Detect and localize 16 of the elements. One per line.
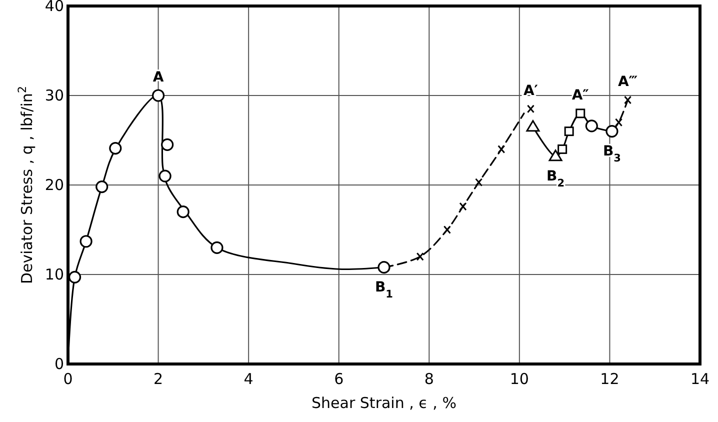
x-axis-title: Shear Strain , ϵ , % (312, 394, 456, 412)
annotation: B$_{1}$ (375, 279, 393, 300)
x-tick-label: 8 (424, 370, 434, 388)
x-tick-label: 2 (154, 370, 164, 388)
x-tick-label: 4 (244, 370, 254, 388)
annotation: A‴ (618, 74, 638, 90)
x-tick-label: 6 (334, 370, 344, 388)
annotation: A′ (523, 82, 538, 99)
y-tick-label: 10 (44, 266, 64, 284)
x-tick-label: 14 (690, 370, 710, 388)
y-tick-label: 20 (44, 176, 64, 194)
y-tick-label: 0 (54, 355, 64, 373)
y-tick-label: 40 (44, 0, 64, 15)
y-tick-label: 30 (44, 86, 64, 104)
x-tick-label: 10 (510, 370, 529, 388)
x-tick-label: 12 (600, 370, 620, 388)
